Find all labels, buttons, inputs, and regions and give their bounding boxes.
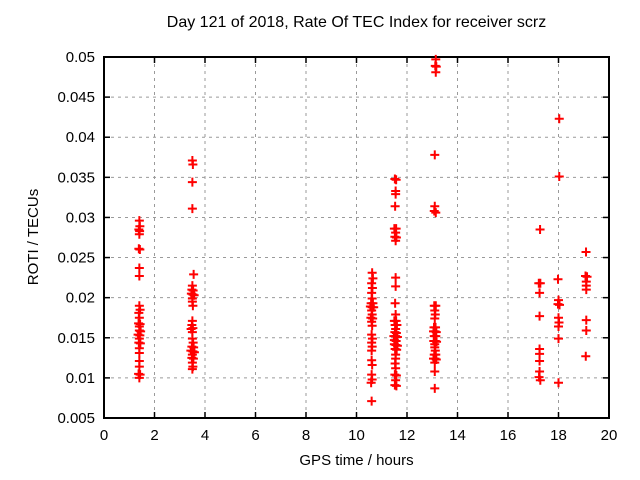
data-point xyxy=(430,314,440,324)
data-point xyxy=(391,273,401,283)
data-point xyxy=(535,288,545,298)
data-point xyxy=(134,229,144,239)
y-tick-label: 0.045 xyxy=(57,89,95,106)
axes-and-ticks xyxy=(103,56,610,419)
data-point xyxy=(430,150,440,160)
data-point xyxy=(392,320,402,330)
x-tick-label: 16 xyxy=(500,427,517,444)
data-point xyxy=(554,334,563,344)
data-point xyxy=(535,278,545,288)
y-tick-label: 0.01 xyxy=(66,370,95,387)
data-point xyxy=(581,315,591,325)
data-point xyxy=(535,375,545,385)
data-point xyxy=(367,360,377,370)
x-tick-label: 12 xyxy=(399,427,416,444)
data-point xyxy=(134,373,144,383)
data-point xyxy=(189,269,199,279)
x-tick-label: 18 xyxy=(550,427,567,444)
data-point xyxy=(555,300,565,310)
data-point xyxy=(390,201,400,211)
x-tick-label: 4 xyxy=(201,427,209,444)
data-point xyxy=(581,326,591,336)
x-axis-label: GPS time / hours xyxy=(299,452,414,469)
data-point xyxy=(367,346,377,356)
x-tick-label: 0 xyxy=(100,427,108,444)
data-point xyxy=(187,364,197,374)
data-point xyxy=(553,274,563,284)
data-point xyxy=(581,285,591,295)
data-point xyxy=(535,224,545,234)
y-tick-label: 0.02 xyxy=(66,290,95,307)
data-point xyxy=(431,208,441,218)
data-point xyxy=(581,247,591,257)
data-point xyxy=(134,271,144,281)
data-point xyxy=(366,378,376,388)
x-tick-label: 20 xyxy=(601,427,618,444)
y-tick-label: 0.015 xyxy=(57,330,95,347)
chart-title: Day 121 of 2018, Rate Of TEC Index for r… xyxy=(166,14,547,31)
y-tick-label: 0.025 xyxy=(57,250,95,267)
data-point xyxy=(535,311,545,321)
data-point xyxy=(188,301,198,311)
data-point xyxy=(554,114,564,124)
data-point xyxy=(187,177,197,187)
data-point xyxy=(535,356,545,366)
data-point xyxy=(430,358,440,368)
data-point xyxy=(429,206,439,216)
data-point xyxy=(391,381,401,391)
data-point xyxy=(188,354,198,364)
data-point xyxy=(368,273,378,283)
data-point xyxy=(367,321,377,331)
data-point xyxy=(135,245,145,255)
tick-labels: 0 2 4 6 8 10 12 14 16 18 20 0.005 0.01 0.015 0.02 0.025… xyxy=(57,49,617,444)
data-point xyxy=(554,322,563,332)
x-tick-label: 14 xyxy=(449,427,466,444)
x-tick-label: 6 xyxy=(251,427,259,444)
x-tick-label: 8 xyxy=(302,427,310,444)
y-axis-label: ROTI / TECUs xyxy=(25,188,42,286)
data-point xyxy=(135,338,145,348)
plot-border xyxy=(103,56,610,419)
x-tick-label: 2 xyxy=(150,427,158,444)
data-point xyxy=(391,189,401,199)
y-tick-label: 0.035 xyxy=(57,169,95,186)
x-tick-label: 10 xyxy=(348,427,365,444)
data-point xyxy=(581,351,591,361)
data-point xyxy=(390,298,400,308)
data-point xyxy=(392,345,402,355)
gridlines xyxy=(104,57,609,418)
data-point xyxy=(391,281,401,291)
data-point xyxy=(430,383,440,393)
data-point xyxy=(367,396,377,406)
data-point xyxy=(134,263,144,273)
data-point xyxy=(134,348,144,358)
data-point xyxy=(187,204,197,214)
y-tick-label: 0.05 xyxy=(66,49,95,66)
data-point xyxy=(391,236,401,246)
data-point xyxy=(431,67,441,77)
data-point xyxy=(554,172,564,182)
data-points xyxy=(133,54,592,406)
y-tick-label: 0.005 xyxy=(57,410,95,427)
data-point xyxy=(188,159,198,169)
data-point xyxy=(554,378,563,388)
data-point xyxy=(430,366,440,376)
y-tick-label: 0.04 xyxy=(66,129,95,146)
y-tick-label: 0.03 xyxy=(66,209,95,226)
data-point xyxy=(431,301,441,311)
data-point xyxy=(391,175,401,185)
